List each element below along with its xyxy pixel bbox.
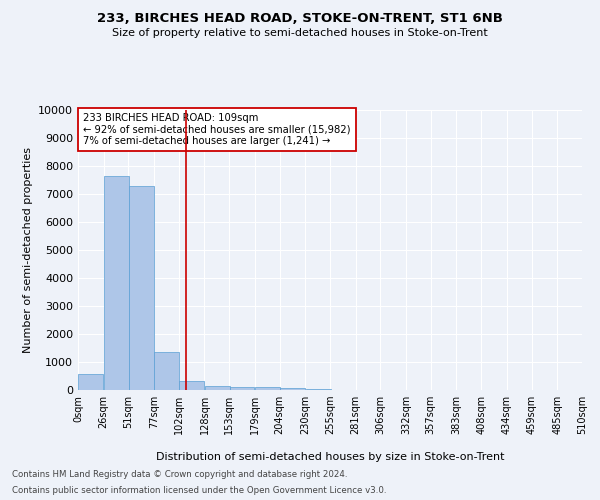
Bar	[280, 388, 305, 390]
Bar	[104, 176, 129, 390]
Text: Contains HM Land Registry data © Crown copyright and database right 2024.: Contains HM Land Registry data © Crown c…	[12, 470, 347, 479]
Text: Contains public sector information licensed under the Open Government Licence v3: Contains public sector information licen…	[12, 486, 386, 495]
Text: 233 BIRCHES HEAD ROAD: 109sqm
← 92% of semi-detached houses are smaller (15,982): 233 BIRCHES HEAD ROAD: 109sqm ← 92% of s…	[83, 113, 350, 146]
Bar	[179, 382, 204, 390]
Text: 233, BIRCHES HEAD ROAD, STOKE-ON-TRENT, ST1 6NB: 233, BIRCHES HEAD ROAD, STOKE-ON-TRENT, …	[97, 12, 503, 26]
Bar	[154, 352, 179, 390]
Text: Size of property relative to semi-detached houses in Stoke-on-Trent: Size of property relative to semi-detach…	[112, 28, 488, 38]
Bar	[129, 186, 154, 390]
Y-axis label: Number of semi-detached properties: Number of semi-detached properties	[23, 147, 32, 353]
Bar	[230, 387, 254, 390]
Bar	[255, 388, 280, 390]
Text: Distribution of semi-detached houses by size in Stoke-on-Trent: Distribution of semi-detached houses by …	[156, 452, 504, 462]
Bar	[79, 374, 103, 390]
Bar	[205, 386, 230, 390]
